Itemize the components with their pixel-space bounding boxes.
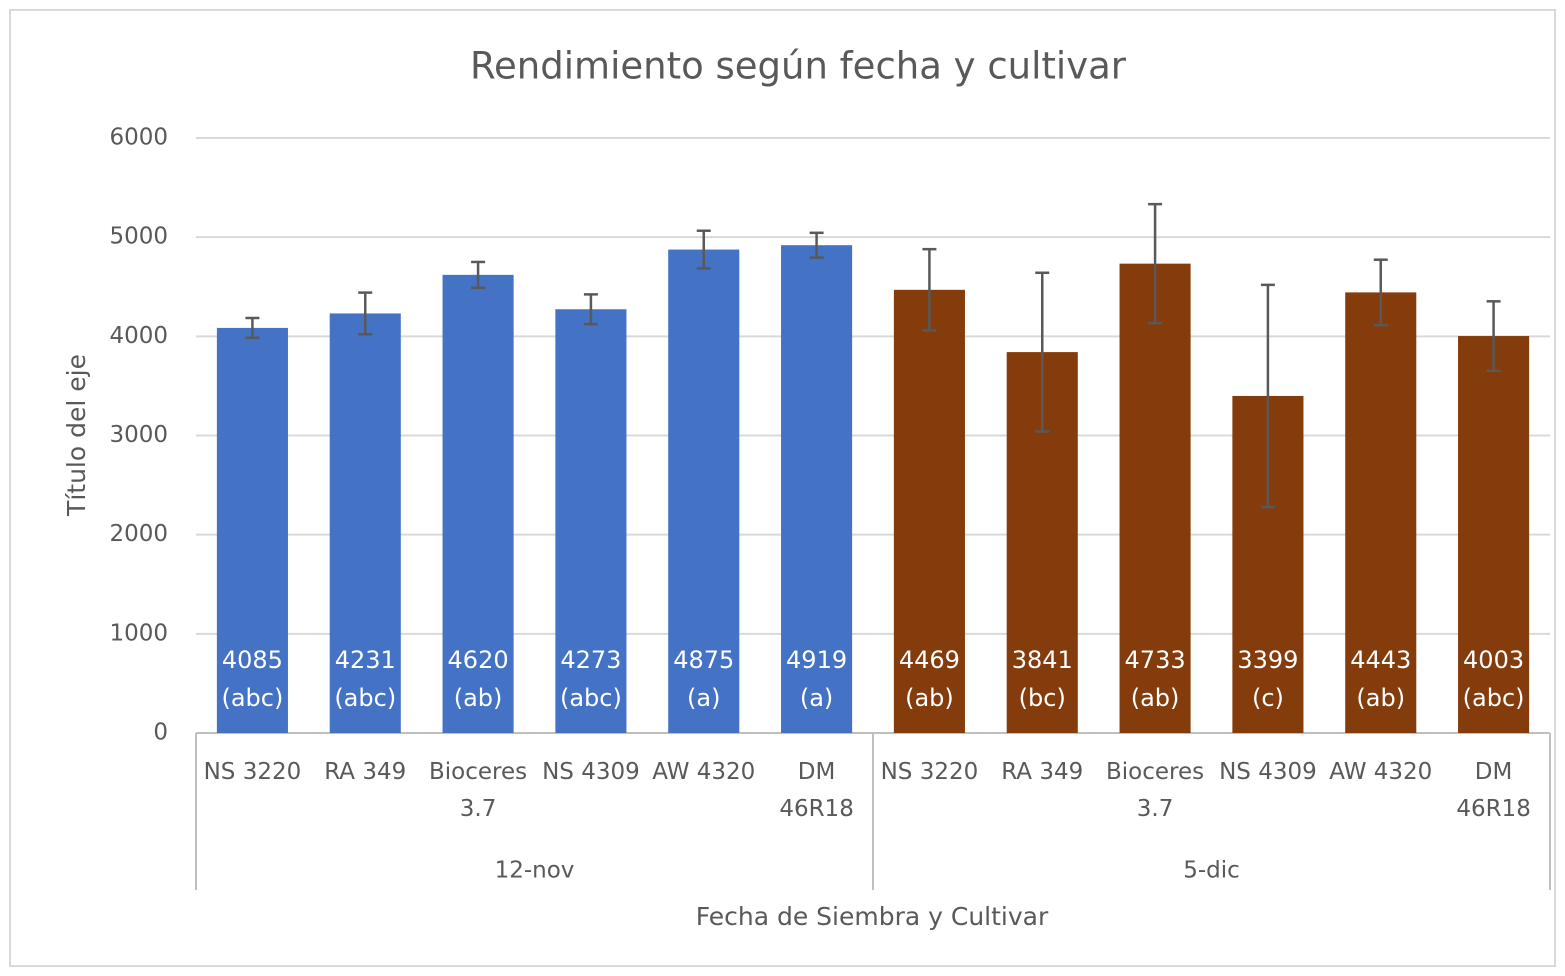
x-tick-label: NS 4309 bbox=[1219, 759, 1317, 785]
y-tick-label: 0 bbox=[153, 720, 168, 746]
data-label: 4085 bbox=[222, 646, 283, 674]
bar bbox=[442, 274, 514, 733]
y-tick-label: 4000 bbox=[109, 323, 168, 349]
bar bbox=[329, 313, 401, 733]
x-tick-label: DM 46R18 bbox=[779, 759, 854, 822]
group-label: 5-dic bbox=[1183, 858, 1240, 884]
x-tick-label: AW 4320 bbox=[652, 759, 756, 785]
data-label: 4231 bbox=[335, 646, 396, 674]
bar bbox=[1458, 336, 1530, 733]
x-tick-label: NS 3220 bbox=[203, 759, 302, 785]
bar bbox=[1119, 263, 1191, 733]
data-label-letters: (c) bbox=[1252, 684, 1284, 712]
data-label: 4733 bbox=[1125, 646, 1186, 674]
data-label-letters: (ab) bbox=[905, 684, 954, 712]
data-label: 4469 bbox=[899, 646, 960, 674]
data-label: 3841 bbox=[1012, 646, 1073, 674]
bar bbox=[781, 245, 853, 734]
y-axis-title: Título del eje bbox=[62, 354, 91, 517]
bar bbox=[893, 289, 965, 733]
data-label-letters: (abc) bbox=[221, 684, 283, 712]
y-tick-label: 3000 bbox=[109, 422, 168, 448]
data-label: 4443 bbox=[1350, 646, 1411, 674]
bar bbox=[555, 309, 627, 733]
y-tick-label: 2000 bbox=[109, 521, 168, 547]
x-tick-label: Bioceres 3.7 bbox=[429, 759, 528, 822]
data-label-letters: (abc) bbox=[1463, 684, 1525, 712]
x-tick-label: RA 349 bbox=[1001, 759, 1084, 785]
x-tick-label: AW 4320 bbox=[1329, 759, 1433, 785]
x-tick-label: DM 46R18 bbox=[1456, 759, 1531, 822]
x-tick-label: NS 3220 bbox=[880, 759, 979, 785]
data-label-letters: (abc) bbox=[334, 684, 396, 712]
data-label-letters: (bc) bbox=[1019, 684, 1066, 712]
x-tick-label: Bioceres 3.7 bbox=[1106, 759, 1205, 822]
y-tick-label: 6000 bbox=[109, 125, 168, 151]
group-label: 12-nov bbox=[495, 858, 575, 884]
data-label: 4273 bbox=[560, 646, 621, 674]
data-label: 4620 bbox=[448, 646, 509, 674]
data-label: 3399 bbox=[1237, 646, 1298, 674]
data-label-letters: (ab) bbox=[454, 684, 503, 712]
x-axis-title: Fecha de Siembra y Cultivar bbox=[696, 902, 1049, 931]
y-tick-label: 5000 bbox=[109, 224, 168, 250]
data-label: 4875 bbox=[673, 646, 734, 674]
data-label-letters: (a) bbox=[800, 684, 833, 712]
data-label: 4919 bbox=[786, 646, 847, 674]
chart-title: Rendimiento según fecha y cultivar bbox=[470, 45, 1127, 88]
bar bbox=[216, 327, 288, 733]
data-label-letters: (ab) bbox=[1131, 684, 1180, 712]
data-label-letters: (abc) bbox=[560, 684, 622, 712]
data-label-letters: (ab) bbox=[1356, 684, 1405, 712]
bar bbox=[1345, 292, 1417, 733]
y-tick-label: 1000 bbox=[109, 620, 168, 646]
data-label: 4003 bbox=[1463, 646, 1524, 674]
x-tick-label: NS 4309 bbox=[542, 759, 640, 785]
x-tick-label: RA 349 bbox=[324, 759, 407, 785]
data-label-letters: (a) bbox=[687, 684, 720, 712]
bar bbox=[668, 249, 740, 733]
